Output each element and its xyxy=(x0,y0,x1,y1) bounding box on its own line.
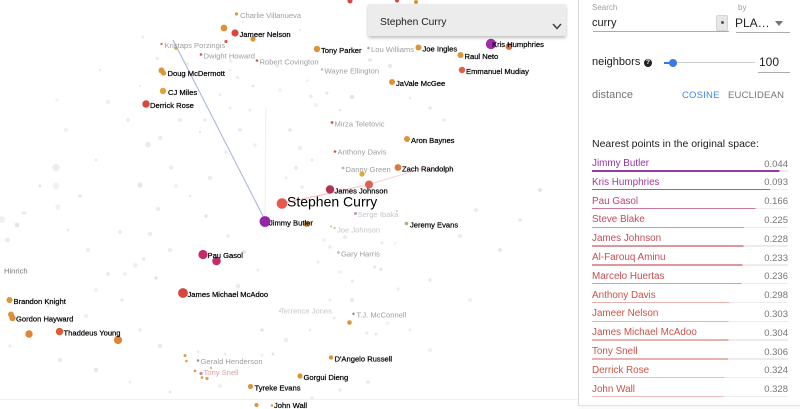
svg-text:James Johnson: James Johnson xyxy=(335,187,388,196)
svg-text:Tony Snell: Tony Snell xyxy=(204,368,239,377)
svg-text:Doug McDermott: Doug McDermott xyxy=(168,69,226,78)
svg-text:D'Angelo Russell: D'Angelo Russell xyxy=(335,355,393,364)
svg-text:Joe Johnson: Joe Johnson xyxy=(337,226,380,235)
svg-text:Jameer Nelson: Jameer Nelson xyxy=(240,30,291,39)
svg-text:Tyreke Evans: Tyreke Evans xyxy=(255,384,301,393)
svg-text:Jimmy Butler: Jimmy Butler xyxy=(269,219,313,228)
svg-text:Terrence Jones: Terrence Jones xyxy=(280,307,332,316)
svg-text:James Michael McAdoo: James Michael McAdoo xyxy=(188,290,269,299)
svg-text:Joe Ingles: Joe Ingles xyxy=(423,45,458,54)
svg-text:Kristaps Porzingis: Kristaps Porzingis xyxy=(165,41,226,50)
svg-text:Aron Baynes: Aron Baynes xyxy=(411,136,455,145)
svg-text:John Wall: John Wall xyxy=(274,401,307,409)
svg-text:Danny Green: Danny Green xyxy=(346,165,391,174)
svg-text:Zach Randolph: Zach Randolph xyxy=(402,165,454,174)
svg-text:CJ Miles: CJ Miles xyxy=(168,88,197,97)
svg-text:Gerald Henderson: Gerald Henderson xyxy=(201,357,263,366)
svg-text:Pau Gasol: Pau Gasol xyxy=(208,251,244,260)
svg-text:Gorgui Dieng: Gorgui Dieng xyxy=(304,373,349,382)
svg-text:Stephen Curry: Stephen Curry xyxy=(287,193,377,209)
svg-text:Gordon Hayward: Gordon Hayward xyxy=(16,315,73,324)
svg-text:Robert Covington: Robert Covington xyxy=(260,58,319,67)
svg-text:Tony Parker: Tony Parker xyxy=(321,46,362,55)
svg-text:T.J. McConnell: T.J. McConnell xyxy=(357,311,407,320)
svg-text:Hinrich: Hinrich xyxy=(4,267,28,276)
svg-text:Charlie Villanueva: Charlie Villanueva xyxy=(240,11,302,20)
svg-text:Lou Williams: Lou Williams xyxy=(371,45,414,54)
svg-text:Dwight Howard: Dwight Howard xyxy=(204,52,256,61)
svg-text:Jeremy Evans: Jeremy Evans xyxy=(410,221,458,230)
svg-text:Thaddeus Young: Thaddeus Young xyxy=(64,329,121,338)
svg-text:Emmanuel Mudiay: Emmanuel Mudiay xyxy=(466,67,529,76)
svg-text:Derrick Rose: Derrick Rose xyxy=(150,101,194,110)
svg-text:JaVale McGee: JaVale McGee xyxy=(396,79,445,88)
svg-text:Wayne Ellington: Wayne Ellington xyxy=(325,67,380,76)
svg-text:Serge Ibaka: Serge Ibaka xyxy=(358,210,400,219)
svg-text:Anthony Davis: Anthony Davis xyxy=(338,148,387,157)
svg-text:Brandon Knight: Brandon Knight xyxy=(14,297,67,306)
svg-text:Mirza Teletovic: Mirza Teletovic xyxy=(335,120,385,129)
svg-text:Gary Harris: Gary Harris xyxy=(341,250,380,259)
svg-text:Raul Neto: Raul Neto xyxy=(465,52,499,61)
svg-text:Kris Humphries: Kris Humphries xyxy=(492,40,544,49)
